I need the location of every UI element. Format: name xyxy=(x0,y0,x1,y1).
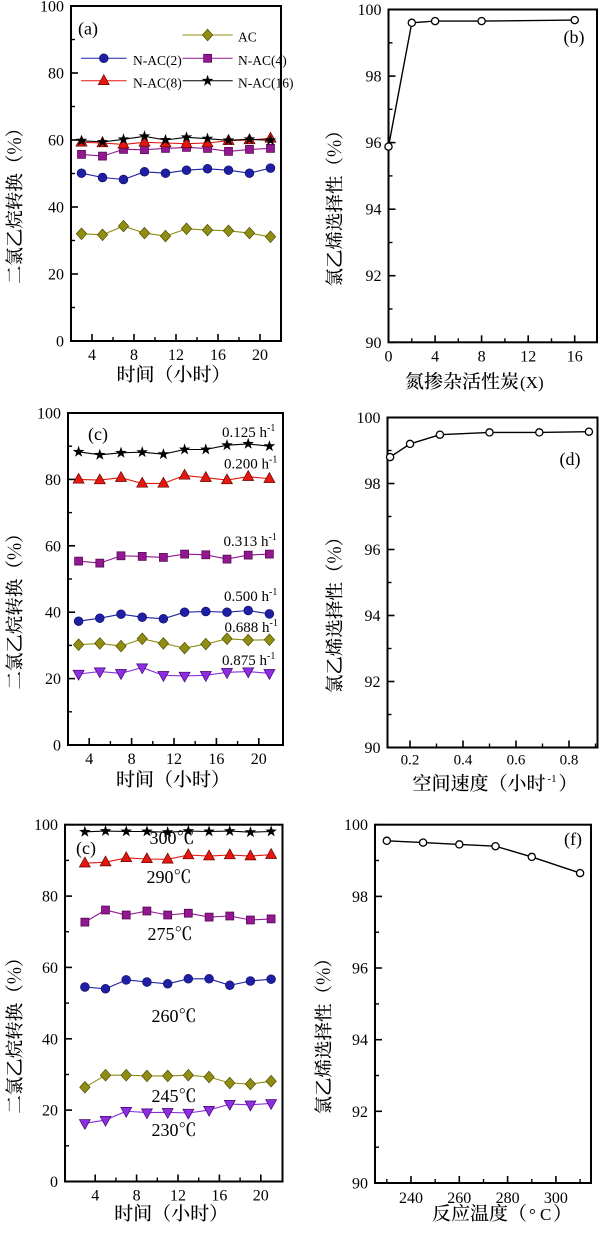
svg-text:94: 94 xyxy=(365,608,381,625)
svg-text:0.6: 0.6 xyxy=(507,753,526,769)
svg-text:12: 12 xyxy=(520,348,536,365)
svg-text:8: 8 xyxy=(130,347,138,364)
svg-text:100: 100 xyxy=(357,410,381,427)
svg-text:-1: -1 xyxy=(548,773,557,785)
svg-text:100: 100 xyxy=(34,817,58,834)
svg-text:12: 12 xyxy=(170,1188,186,1205)
svg-text:260: 260 xyxy=(152,1006,179,1026)
svg-text:60: 60 xyxy=(48,133,64,150)
svg-text:8: 8 xyxy=(128,751,136,768)
svg-text:0.4: 0.4 xyxy=(454,753,473,769)
svg-text:275: 275 xyxy=(148,924,175,944)
svg-text:20: 20 xyxy=(251,751,267,768)
svg-text:40: 40 xyxy=(48,200,64,217)
svg-text:300: 300 xyxy=(544,1190,568,1207)
svg-text:100: 100 xyxy=(358,2,382,19)
svg-text:90: 90 xyxy=(352,1176,368,1193)
svg-text:° C: ° C xyxy=(529,1205,551,1224)
svg-text:0: 0 xyxy=(56,334,64,351)
svg-text:98: 98 xyxy=(365,476,381,493)
svg-text:98: 98 xyxy=(366,69,382,86)
svg-text:4: 4 xyxy=(91,1188,99,1205)
svg-text:0.500 h-1: 0.500 h-1 xyxy=(224,587,277,605)
svg-text:(b): (b) xyxy=(564,27,585,48)
svg-text:40: 40 xyxy=(45,605,61,622)
svg-text:4: 4 xyxy=(431,348,439,365)
svg-text:N-AC(4): N-AC(4) xyxy=(238,53,287,68)
svg-text:16: 16 xyxy=(211,1188,227,1205)
svg-text:8: 8 xyxy=(478,348,486,365)
svg-text:90: 90 xyxy=(366,335,382,352)
svg-text:(a): (a) xyxy=(78,19,98,40)
svg-text:(c): (c) xyxy=(88,424,108,445)
svg-text:290: 290 xyxy=(147,867,174,887)
svg-text:300: 300 xyxy=(150,828,177,848)
svg-text:98: 98 xyxy=(352,889,368,906)
svg-text:(d): (d) xyxy=(560,449,581,470)
svg-text:0.2: 0.2 xyxy=(401,753,420,769)
svg-text:280: 280 xyxy=(496,1190,520,1207)
svg-text:4: 4 xyxy=(85,751,93,768)
svg-text:20: 20 xyxy=(45,671,61,688)
svg-text:94: 94 xyxy=(366,202,382,219)
svg-text:N-AC(8): N-AC(8) xyxy=(133,75,182,90)
svg-text:4: 4 xyxy=(88,347,96,364)
svg-text:94: 94 xyxy=(352,1032,368,1049)
svg-text:92: 92 xyxy=(365,674,381,691)
svg-text:(X): (X) xyxy=(520,373,544,392)
svg-text:0: 0 xyxy=(53,738,61,755)
svg-text:(c): (c) xyxy=(76,838,96,859)
svg-text:0.313 h-1: 0.313 h-1 xyxy=(224,532,277,550)
svg-text:0: 0 xyxy=(50,1174,58,1191)
svg-text:230: 230 xyxy=(152,1120,179,1140)
svg-text:AC: AC xyxy=(238,30,257,45)
svg-text:20: 20 xyxy=(42,1103,58,1120)
svg-text:0.875 h-1: 0.875 h-1 xyxy=(222,651,275,669)
svg-text:40: 40 xyxy=(42,1031,58,1048)
svg-text:80: 80 xyxy=(45,472,61,489)
svg-text:0.125 h-1: 0.125 h-1 xyxy=(222,423,275,441)
svg-text:12: 12 xyxy=(166,751,182,768)
svg-text:12: 12 xyxy=(168,347,184,364)
svg-text:100: 100 xyxy=(344,817,368,834)
svg-text:260: 260 xyxy=(447,1190,471,1207)
svg-text:245: 245 xyxy=(152,1086,179,1106)
svg-text:0.8: 0.8 xyxy=(560,753,579,769)
svg-text:60: 60 xyxy=(42,960,58,977)
svg-text:N-AC(16): N-AC(16) xyxy=(238,75,294,90)
svg-text:92: 92 xyxy=(352,1104,368,1121)
svg-text:16: 16 xyxy=(210,347,226,364)
svg-text:60: 60 xyxy=(45,538,61,555)
svg-text:0.200 h-1: 0.200 h-1 xyxy=(224,455,277,473)
svg-text:96: 96 xyxy=(365,542,381,559)
svg-text:92: 92 xyxy=(366,268,382,285)
svg-text:16: 16 xyxy=(567,348,583,365)
svg-text:80: 80 xyxy=(48,66,64,83)
svg-text:20: 20 xyxy=(48,267,64,284)
svg-text:96: 96 xyxy=(352,961,368,978)
svg-text:N-AC(2): N-AC(2) xyxy=(133,53,182,68)
svg-text:96: 96 xyxy=(366,135,382,152)
svg-text:80: 80 xyxy=(42,889,58,906)
svg-text:100: 100 xyxy=(40,0,64,16)
svg-text:0.688 h-1: 0.688 h-1 xyxy=(225,618,278,636)
svg-text:100: 100 xyxy=(37,406,61,423)
svg-text:20: 20 xyxy=(252,347,268,364)
svg-text:(f): (f) xyxy=(564,829,582,850)
svg-text:90: 90 xyxy=(365,740,381,757)
svg-text:240: 240 xyxy=(399,1190,423,1207)
svg-text:16: 16 xyxy=(208,751,224,768)
svg-text:8: 8 xyxy=(133,1188,141,1205)
svg-text:20: 20 xyxy=(253,1188,269,1205)
svg-text:0: 0 xyxy=(385,348,393,365)
